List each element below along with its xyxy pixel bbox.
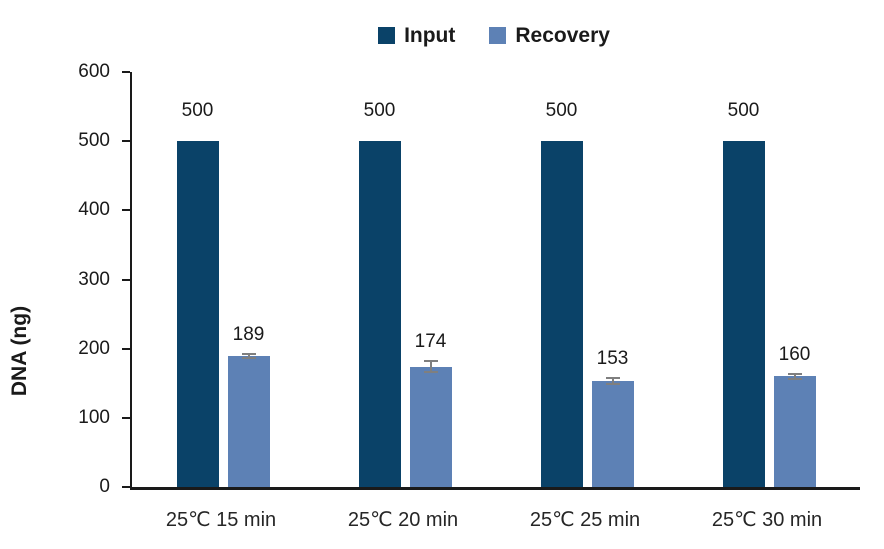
input-bar [540,141,583,487]
legend-label-input: Input [404,23,456,47]
error-bar-cap [787,378,802,381]
y-tick-label: 100 [78,406,110,428]
y-axis: DNA (ng) 0 100 200 300 400 500 600 [0,61,130,497]
chart-legend: Input Recovery [130,20,858,50]
y-tick [122,71,130,73]
category-group: 500 153 [496,72,678,487]
bar-value-label: 153 [596,348,629,370]
y-tick-label: 300 [78,268,110,290]
y-tick [122,416,130,419]
category-group: 500 160 [678,72,860,487]
error-bar-cap [605,382,620,385]
y-tick [122,278,130,281]
y-tick-label: 600 [78,61,110,82]
bar-value-label: 500 [363,100,396,122]
recovery-bar [591,381,634,487]
x-axis-label: 25℃ 20 min [347,509,459,531]
bar-value-label: 500 [545,100,578,122]
error-bar-cap [787,372,802,375]
input-bar [176,141,219,487]
x-axis-label: 25℃ 25 min [529,509,641,531]
category-group: 500 189 [132,72,314,487]
y-tick-label: 500 [78,130,110,152]
error-bar-cap [241,353,256,356]
recovery-bar [773,376,816,487]
input-series-swatch [378,26,396,44]
bar-value-label: 160 [778,343,811,365]
x-axis-label: 25℃ 30 min [711,509,823,531]
bar-value-label: 500 [727,100,760,122]
error-bar-cap [241,357,256,360]
x-axis: 25℃ 15 min 25℃ 20 min 25℃ 25 min 25℃ 30 min [130,490,858,540]
y-tick [122,347,130,350]
input-bar [358,141,401,487]
input-bar [722,141,765,487]
y-tick [122,486,130,488]
y-tick-label: 400 [78,199,110,221]
legend-item-input: Input [378,25,455,46]
legend-label-recovery: Recovery [515,23,610,47]
bar-value-label: 174 [414,331,447,353]
recovery-bar [409,366,452,487]
error-bar-whisker [247,354,250,359]
bar-value-label: 189 [232,324,265,346]
recovery-bar [227,356,270,487]
error-bar-cap [423,371,438,374]
legend-item-recovery: Recovery [489,25,610,46]
error-bar-whisker [429,361,432,373]
plot-area: 500 189 500 174 500 153 500 160 [130,72,860,490]
y-tick [122,140,130,143]
bar-value-label: 500 [181,100,214,122]
error-bar-cap [605,377,620,380]
recovery-series-swatch [489,26,507,44]
category-group: 500 174 [314,72,496,487]
error-bar-cap [423,360,438,363]
error-bar-whisker [611,378,614,384]
y-tick-label: 200 [78,337,110,359]
y-axis-title: DNA (ng) [8,305,31,397]
error-bar-whisker [793,373,796,380]
y-tick-label: 0 [99,476,110,497]
y-tick [122,209,130,212]
x-axis-label: 25℃ 15 min [165,509,277,531]
